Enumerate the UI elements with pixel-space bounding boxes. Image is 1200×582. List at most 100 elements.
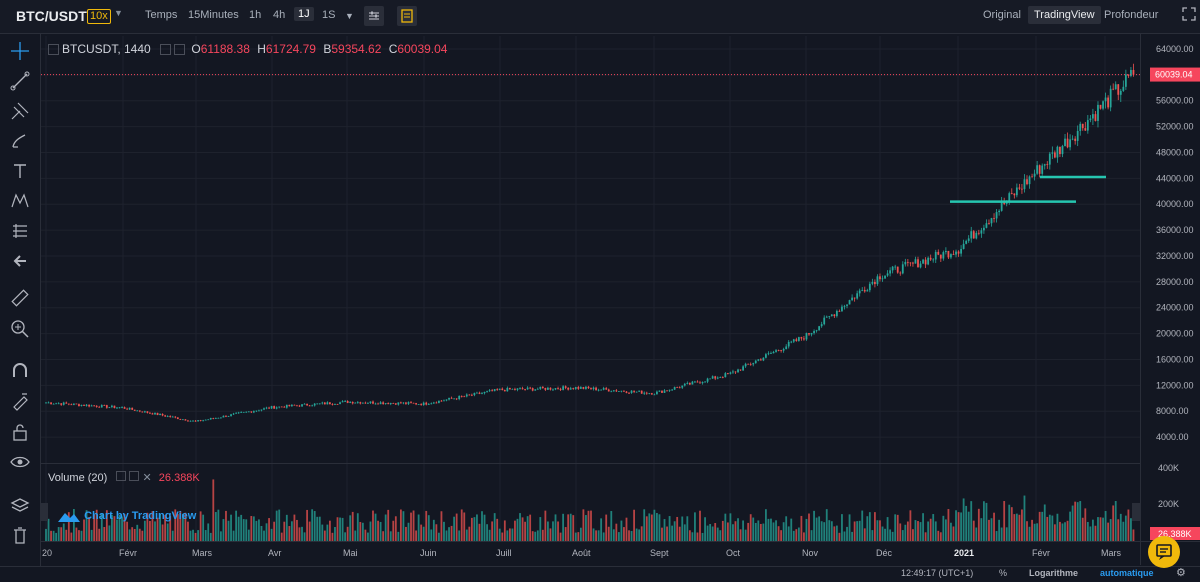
candle-body bbox=[361, 402, 364, 404]
symbol-name[interactable]: BTC/USDT bbox=[16, 8, 87, 24]
hide-icon[interactable] bbox=[174, 44, 186, 56]
candle-body bbox=[240, 412, 243, 413]
candle-body bbox=[939, 254, 942, 259]
volume-bar bbox=[724, 513, 727, 541]
time-tick-label: Oct bbox=[726, 548, 741, 558]
pattern-icon[interactable] bbox=[10, 191, 30, 211]
candle-body bbox=[579, 387, 582, 389]
magnet-icon[interactable] bbox=[10, 361, 30, 381]
interval-1j[interactable]: 1J bbox=[294, 7, 314, 21]
candle-body bbox=[301, 404, 303, 407]
text-icon[interactable] bbox=[10, 161, 30, 181]
volume-bar bbox=[567, 514, 570, 541]
auto-toggle[interactable]: automatique bbox=[1100, 568, 1154, 578]
volume-bar bbox=[98, 528, 101, 541]
candle-body bbox=[1046, 164, 1049, 165]
crosshair-icon[interactable] bbox=[10, 41, 30, 61]
collapse-icon[interactable] bbox=[48, 44, 59, 56]
settings-icon[interactable] bbox=[160, 44, 172, 56]
volume-bar bbox=[491, 521, 494, 541]
chevron-down-icon[interactable]: ▼ bbox=[114, 8, 123, 18]
candle-body bbox=[567, 387, 570, 390]
volume-bar bbox=[681, 516, 684, 541]
interval-1h[interactable]: 1h bbox=[249, 9, 262, 21]
candle-body bbox=[742, 366, 744, 371]
arrow-left-icon[interactable] bbox=[10, 251, 30, 271]
volume-bar bbox=[268, 518, 270, 541]
volume-bar bbox=[848, 514, 851, 541]
trend-line-icon[interactable] bbox=[10, 71, 30, 91]
layers-icon[interactable] bbox=[10, 495, 30, 515]
indicators-settings-button[interactable] bbox=[364, 6, 384, 26]
volume-bar bbox=[600, 518, 603, 541]
interval-4h[interactable]: 4h bbox=[273, 9, 286, 21]
candle-body bbox=[311, 405, 314, 407]
zoom-in-icon[interactable] bbox=[10, 319, 30, 339]
volume-bar bbox=[321, 524, 324, 541]
candle-body bbox=[732, 371, 734, 373]
volume-bar bbox=[856, 521, 859, 541]
pitchfork-icon[interactable] bbox=[10, 101, 30, 121]
candle-body bbox=[209, 417, 212, 420]
lock-icon[interactable] bbox=[10, 422, 30, 442]
volume-bar bbox=[572, 515, 575, 541]
volume-bar bbox=[397, 531, 400, 541]
candle-body bbox=[942, 252, 945, 259]
trash-icon[interactable] bbox=[10, 525, 30, 545]
interval-15m[interactable]: 15Minutes bbox=[188, 9, 239, 21]
candle-body bbox=[143, 411, 146, 413]
volume-bar bbox=[354, 530, 357, 541]
volume-bar bbox=[562, 513, 565, 541]
ruler-icon[interactable] bbox=[10, 288, 30, 308]
hide-icon[interactable] bbox=[129, 471, 140, 481]
close-icon[interactable]: ✕ bbox=[142, 472, 152, 484]
candle-body bbox=[166, 416, 169, 417]
volume-bar bbox=[174, 509, 177, 541]
candle-body bbox=[934, 251, 937, 260]
candle-body bbox=[207, 419, 210, 421]
volume-bar bbox=[323, 530, 326, 541]
volume-bar bbox=[1089, 526, 1092, 541]
settings-icon[interactable] bbox=[116, 471, 127, 481]
log-toggle[interactable]: Logarithme bbox=[1029, 568, 1079, 578]
view-depth[interactable]: Profondeur bbox=[1104, 9, 1159, 21]
percent-toggle[interactable]: % bbox=[999, 568, 1008, 578]
volume-bar bbox=[514, 520, 516, 541]
gear-icon[interactable]: ⚙ bbox=[1176, 567, 1186, 579]
candle-body bbox=[171, 416, 174, 418]
eye-icon[interactable] bbox=[10, 452, 30, 472]
volume-bar bbox=[288, 526, 291, 541]
prediction-icon[interactable] bbox=[10, 221, 30, 241]
fullscreen-icon[interactable] bbox=[1182, 7, 1196, 26]
candle-body bbox=[906, 261, 909, 263]
brush-icon[interactable] bbox=[10, 131, 30, 151]
volume-bar bbox=[990, 518, 993, 541]
time-tick-label: Mars bbox=[192, 548, 212, 558]
volume-bar bbox=[752, 517, 755, 541]
volume-bar bbox=[914, 520, 917, 541]
volume-bar bbox=[985, 502, 988, 541]
candle-body bbox=[1117, 84, 1120, 95]
tradingview-watermark[interactable]: Chart by TradingView bbox=[57, 509, 196, 523]
candle-body bbox=[899, 272, 902, 274]
interval-1s[interactable]: 1S bbox=[322, 9, 336, 21]
view-original[interactable]: Original bbox=[983, 9, 1021, 21]
time-tick-label: Août bbox=[572, 548, 591, 558]
volume-bar bbox=[220, 531, 222, 541]
view-tradingview[interactable]: TradingView bbox=[1028, 6, 1101, 24]
indicators-button[interactable] bbox=[397, 6, 417, 26]
volume-bar bbox=[247, 529, 250, 541]
volume-bar bbox=[369, 521, 372, 541]
candle-body bbox=[468, 394, 471, 396]
support-chat-button[interactable] bbox=[1148, 536, 1180, 568]
candle-body bbox=[331, 404, 334, 405]
volume-bar bbox=[683, 524, 686, 541]
candle-body bbox=[927, 257, 930, 265]
lock-drawing-icon[interactable] bbox=[10, 391, 30, 411]
candle-body bbox=[795, 339, 798, 341]
volume-bar bbox=[445, 530, 448, 541]
more-intervals-icon[interactable]: ▼ bbox=[345, 11, 354, 21]
candle-body bbox=[572, 388, 575, 389]
volume-bar bbox=[1127, 509, 1130, 541]
